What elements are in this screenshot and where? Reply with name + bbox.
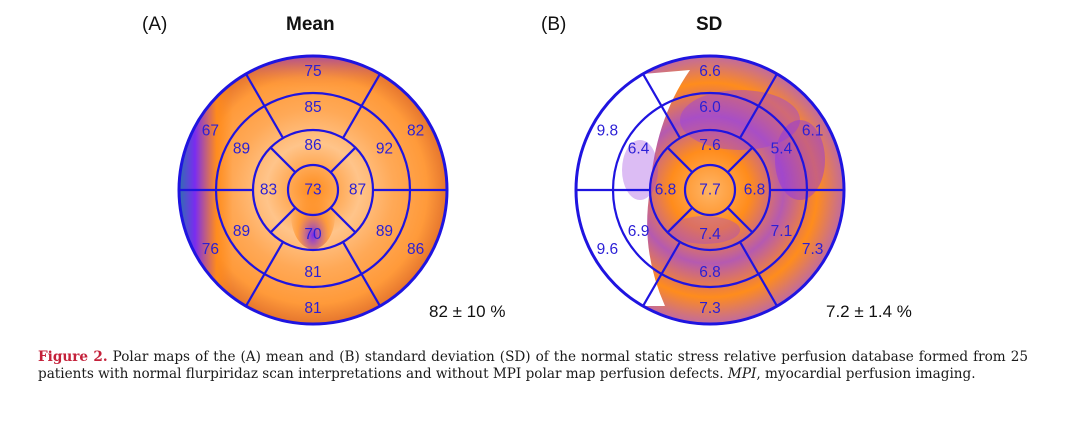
polar-map-b-purple-region	[622, 140, 658, 200]
segment-label-inner-left: 83	[260, 182, 277, 199]
segment-label-mid-bottom-left: 6.9	[628, 223, 650, 240]
panel-a-label: (A)	[142, 14, 168, 35]
panel-b-label: (B)	[541, 14, 567, 35]
segment-label-outer-top-right: 6.1	[802, 122, 824, 139]
caption-abbrev: MPI	[727, 365, 757, 382]
segment-label-outer-top: 6.6	[699, 63, 721, 80]
segment-label-outer-bottom: 81	[304, 300, 321, 317]
segment-label-outer-bottom: 7.3	[699, 300, 721, 317]
segment-label-mid-top-left: 89	[233, 140, 250, 157]
polar-map-b-purple-region	[680, 90, 800, 150]
segment-divider	[642, 73, 681, 139]
segment-label-mid-bottom-left: 89	[233, 223, 250, 240]
segment-divider	[329, 206, 357, 234]
segment-label-inner-bottom: 70	[304, 226, 322, 243]
segment-label-inner-top: 86	[304, 137, 321, 154]
segment-label-outer-top-left: 67	[202, 122, 219, 139]
segment-label-outer-bottom-right: 86	[407, 241, 424, 258]
segment-label-inner-top: 7.6	[699, 137, 721, 154]
segment-label-inner-right: 6.8	[744, 182, 766, 199]
figure-label: Figure 2.	[38, 349, 108, 365]
segment-label-mid-bottom-right: 7.1	[771, 223, 793, 240]
segment-label-outer-bottom-right: 7.3	[802, 241, 824, 258]
segment-divider	[269, 146, 297, 174]
segment-divider	[342, 241, 381, 307]
segment-divider	[726, 146, 754, 174]
segment-label-inner-left: 6.8	[655, 182, 677, 199]
segment-divider	[642, 241, 681, 307]
panel-a-summary: 82 ± 10 %	[429, 302, 506, 321]
segment-divider	[329, 146, 357, 174]
panel-b-summary: 7.2 ± 1.4 %	[826, 302, 912, 321]
segment-label-outer-bottom-left: 9.6	[597, 241, 619, 258]
segment-label-mid-bottom: 6.8	[699, 264, 721, 281]
panel-b-title: SD	[696, 14, 723, 35]
segment-label-outer-top: 75	[304, 63, 321, 80]
polar-map-b-labels: 7.7 7.6 6.8 7.4 6.8 6.0 5.4 7.1 6.8 6.9 6.4 6.6 6.1 7…	[597, 63, 824, 317]
polar-map-a-grid	[177, 54, 449, 326]
caption-text-end: , myocardial perfusion imaging.	[756, 365, 976, 382]
caption-text: Polar maps of the (A) mean and (B) stand…	[38, 349, 1028, 382]
segment-divider	[245, 73, 284, 139]
polar-map-b	[576, 56, 844, 324]
segment-divider	[726, 206, 754, 234]
segment-label-inner-bottom: 7.4	[699, 226, 721, 243]
segment-label-mid-top-right: 5.4	[771, 140, 793, 157]
segment-label-outer-bottom-left: 76	[202, 241, 219, 258]
segment-label-mid-bottom: 81	[304, 264, 321, 281]
ring-apex	[286, 163, 340, 217]
polar-map-a-labels: 73 86 87 70 83 85 92 89 81 89 89 75 82 86 81 76 67	[202, 63, 424, 317]
segment-label-mid-top: 6.0	[699, 99, 721, 116]
segment-divider	[342, 73, 381, 139]
panel-a-title: Mean	[286, 14, 335, 35]
segment-divider	[245, 241, 284, 307]
polar-map-b-white-region	[576, 70, 690, 306]
figure-caption: Figure 2. Polar maps of the (A) mean and…	[38, 349, 1028, 382]
ring-apex	[683, 163, 737, 217]
segment-divider	[739, 73, 778, 139]
segment-label-mid-top-left: 6.4	[628, 140, 650, 157]
polar-map-b-purple-region	[775, 120, 825, 200]
segment-label-mid-top-right: 92	[376, 140, 393, 157]
segment-label-apex: 7.7	[699, 182, 721, 199]
polar-map-b-grid	[574, 54, 846, 326]
segment-divider	[739, 241, 778, 307]
segment-label-mid-top: 85	[304, 99, 321, 116]
segment-divider	[269, 206, 297, 234]
segment-divider	[666, 146, 694, 174]
polar-map-b-purple-region	[670, 216, 740, 244]
segment-label-apex: 73	[304, 182, 321, 199]
segment-label-mid-bottom-right: 89	[376, 223, 393, 240]
segment-label-outer-top-left: 9.8	[597, 122, 619, 139]
segment-label-outer-top-right: 82	[407, 122, 424, 139]
segment-label-inner-right: 87	[349, 182, 366, 199]
segment-divider	[666, 206, 694, 234]
